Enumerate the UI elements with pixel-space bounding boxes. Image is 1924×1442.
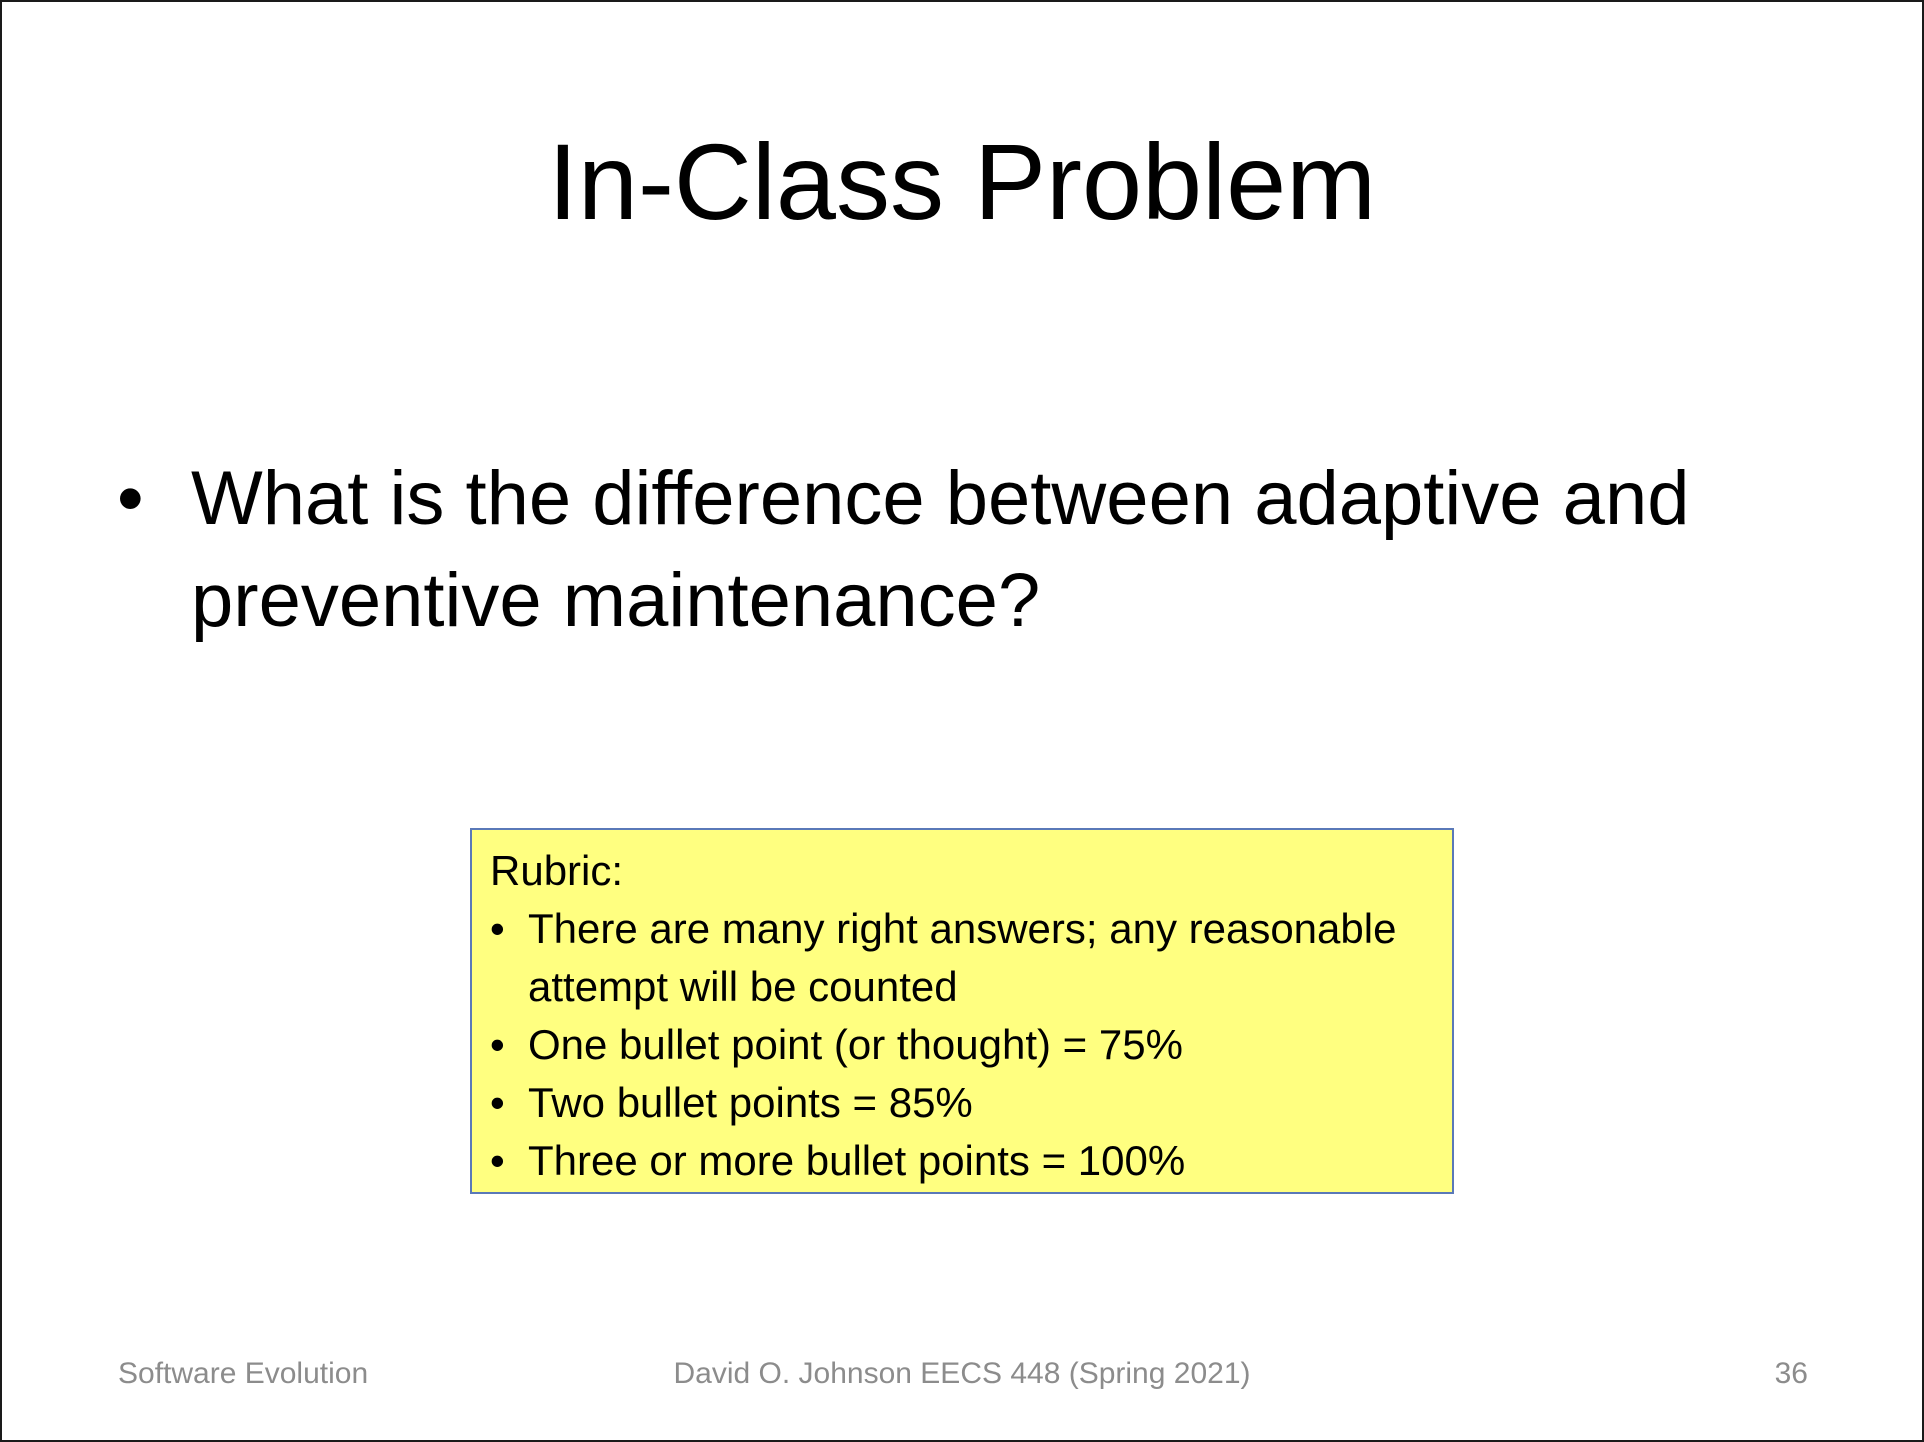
main-bullet-text: What is the difference between adaptive … <box>191 456 1690 643</box>
page-number: 36 <box>1774 1357 1808 1390</box>
rubric-heading: Rubric: <box>490 847 624 894</box>
bullet-icon: • <box>490 1079 505 1126</box>
bullet-icon: • <box>490 1137 505 1184</box>
footer-topic: Software Evolution <box>118 1357 369 1390</box>
bullet-icon: • <box>490 1021 505 1068</box>
rubric-item: • Two bullet points = 85% <box>490 1074 1434 1132</box>
rubric-box: Rubric: • There are many right answers; … <box>470 828 1454 1194</box>
rubric-item-text: One bullet point (or thought) = 75% <box>528 1021 1183 1068</box>
rubric-item: • There are many right answers; any reas… <box>490 900 1434 1016</box>
rubric-item-text: Two bullet points = 85% <box>528 1079 973 1126</box>
bullet-icon: • <box>117 456 144 541</box>
rubric-list: • There are many right answers; any reas… <box>490 900 1434 1190</box>
footer-course-info: David O. Johnson EECS 448 (Spring 2021) <box>673 1357 1251 1390</box>
rubric-item-text: Three or more bullet points = 100% <box>528 1137 1186 1184</box>
bullet-icon: • <box>490 905 505 952</box>
main-bullet-item: • What is the difference between adaptiv… <box>117 448 1837 652</box>
rubric-item-text: There are many right answers; any reason… <box>528 905 1397 1010</box>
rubric-item: • One bullet point (or thought) = 75% <box>490 1016 1434 1074</box>
rubric-item: • Three or more bullet points = 100% <box>490 1132 1434 1190</box>
slide-title: In-Class Problem <box>547 121 1377 242</box>
main-bullet-list: • What is the difference between adaptiv… <box>117 448 1837 652</box>
